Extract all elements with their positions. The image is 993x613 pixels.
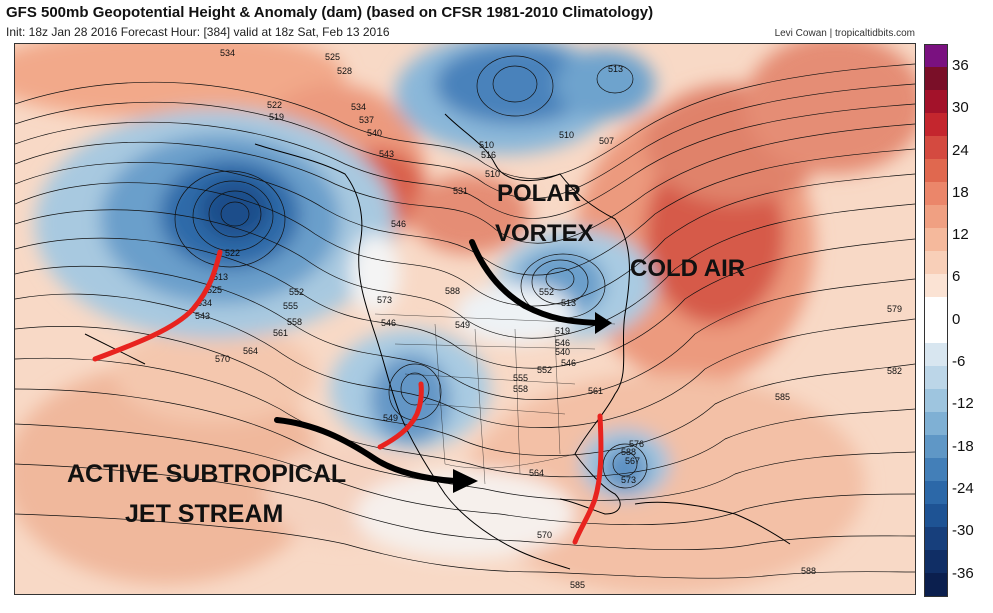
flow-arrows xyxy=(274,239,603,484)
annotation-vortex: VORTEX xyxy=(495,220,594,247)
contour-label: 513 xyxy=(213,272,228,282)
colorbar-tick: -30 xyxy=(952,522,974,539)
colorbar-tick: -36 xyxy=(952,565,974,582)
contour-label: 540 xyxy=(555,347,570,357)
contour-label: 558 xyxy=(513,384,528,394)
contour-label: 546 xyxy=(391,219,406,229)
colorbar-tick: 30 xyxy=(952,99,969,116)
contour-label: 564 xyxy=(529,468,544,478)
contour-label: 510 xyxy=(485,169,500,179)
contour-label: 588 xyxy=(801,566,816,576)
trough-line-gulf xyxy=(572,413,604,545)
colorbar-tick: -12 xyxy=(952,395,974,412)
colorbar-tick: -24 xyxy=(952,480,974,497)
colorbar-tick: 12 xyxy=(952,226,969,243)
contour-label: 567 xyxy=(625,456,640,466)
contour-label: 585 xyxy=(775,392,790,402)
colorbar-tick: 18 xyxy=(952,184,969,201)
contour-label: 528 xyxy=(337,66,352,76)
contour-label: 552 xyxy=(537,365,552,375)
contour-label: 552 xyxy=(539,287,554,297)
contour-label: 510 xyxy=(559,130,574,140)
contour-label: 516 xyxy=(481,150,496,160)
contour-label: 522 xyxy=(225,248,240,258)
contour-label: 519 xyxy=(555,326,570,336)
contour-label: 585 xyxy=(570,580,585,590)
annotation-jet-line2: JET STREAM xyxy=(125,500,284,528)
contour-label: 570 xyxy=(215,354,230,364)
polar-arrow-head xyxy=(595,312,612,334)
colorbar-tick: 24 xyxy=(952,142,969,159)
contour-label: 522 xyxy=(267,100,282,110)
contour-label: 546 xyxy=(561,358,576,368)
chart-subtitle: Init: 18z Jan 28 2016 Forecast Hour: [38… xyxy=(6,25,390,39)
contour-label: 534 xyxy=(220,48,235,58)
contour-label: 582 xyxy=(887,366,902,376)
contour-label: 552 xyxy=(289,287,304,297)
colorbar-tick: -18 xyxy=(952,438,974,455)
contour-label: 507 xyxy=(599,136,614,146)
weather-map: 534 525 528 522 519 534 537 540 543 546 … xyxy=(14,43,916,595)
contour-label: 549 xyxy=(383,413,398,423)
colorbar-tick: 6 xyxy=(952,268,961,285)
contour-label: 510 xyxy=(479,140,494,150)
coastlines xyxy=(84,113,791,570)
colorbar-tick: 36 xyxy=(952,57,969,74)
contour-label: 513 xyxy=(561,298,576,308)
trough-lines xyxy=(92,249,604,545)
contour-label: 564 xyxy=(243,346,258,356)
trough-line-west xyxy=(92,249,223,362)
trough-line-southwest xyxy=(377,381,424,450)
contour-label: 525 xyxy=(207,285,222,295)
contour-label: 534 xyxy=(197,298,212,308)
annotation-jet-line1: ACTIVE SUBTROPICAL xyxy=(67,460,347,488)
contour-label: 519 xyxy=(269,112,284,122)
contour-label: 558 xyxy=(287,317,302,327)
credit-text: Levi Cowan | tropicaltidbits.com xyxy=(774,28,915,39)
contour-label: 579 xyxy=(887,304,902,314)
contour-label: 543 xyxy=(379,149,394,159)
contour-label: 546 xyxy=(555,338,570,348)
height-contours xyxy=(15,55,915,579)
contour-label: 570 xyxy=(537,530,552,540)
arrow-heads xyxy=(453,312,612,493)
contour-label: 588 xyxy=(621,447,636,457)
contour-label: 555 xyxy=(513,373,528,383)
contour-label: 561 xyxy=(273,328,288,338)
colorbar xyxy=(924,44,948,597)
annotation-cold-air: COLD AIR xyxy=(630,255,746,282)
contour-label: 549 xyxy=(455,320,470,330)
jet-flow-arrow xyxy=(274,417,458,484)
contour-label: 537 xyxy=(359,115,374,125)
contour-label: 573 xyxy=(377,295,392,305)
contour-label: 573 xyxy=(621,475,636,485)
contour-labels: 534 525 528 522 519 534 537 540 543 546 … xyxy=(195,48,902,590)
contour-label: 543 xyxy=(195,311,210,321)
annotation-polar: POLAR xyxy=(497,180,581,207)
contour-label: 561 xyxy=(588,386,603,396)
contour-label: 588 xyxy=(445,286,460,296)
jet-arrow-head xyxy=(453,469,478,493)
colorbar-tick: 0 xyxy=(952,311,961,328)
contour-label: 534 xyxy=(351,102,366,112)
contour-label: 513 xyxy=(608,64,623,74)
contour-label: 531 xyxy=(453,186,468,196)
contour-label: 540 xyxy=(367,128,382,138)
map-canvas: 534 525 528 522 519 534 537 540 543 546 … xyxy=(15,44,915,594)
contour-label: 576 xyxy=(629,439,644,449)
contour-label: 546 xyxy=(381,318,396,328)
polar-flow-arrow xyxy=(469,239,603,326)
contour-label: 555 xyxy=(283,301,298,311)
chart-title: GFS 500mb Geopotential Height & Anomaly … xyxy=(6,4,654,21)
colorbar-tick: -6 xyxy=(952,353,966,370)
contour-label: 525 xyxy=(325,52,340,62)
